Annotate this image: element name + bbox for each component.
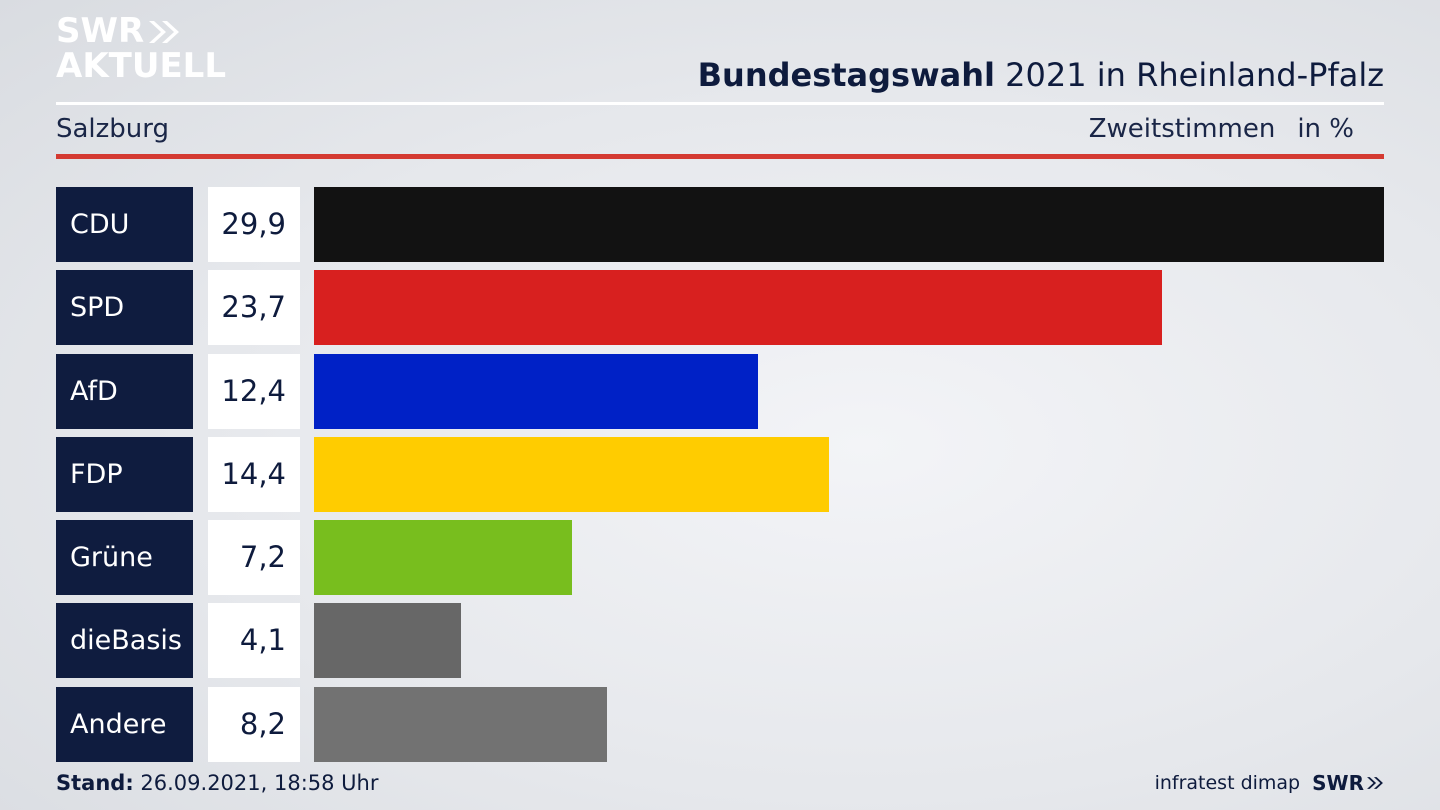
bar	[314, 520, 572, 596]
party-label: Andere	[56, 686, 193, 762]
value-label: 29,9	[208, 187, 300, 262]
metric-name: Zweitstimmen	[1088, 114, 1276, 144]
value-label: 14,4	[208, 436, 300, 512]
party-label: Grüne	[56, 520, 193, 596]
bar-row: SPD 23,7	[56, 270, 1384, 346]
stand-value: 26.09.2021, 18:58 Uhr	[133, 771, 379, 795]
swr-aktuell-logo: SWR AKTUELL	[56, 14, 226, 84]
bar	[314, 270, 1162, 346]
party-label: CDU	[56, 187, 193, 262]
value-label: 12,4	[208, 353, 300, 429]
title-bold: Bundestagswahl	[697, 56, 995, 94]
bar	[314, 436, 829, 512]
bar-row: AfD 12,4	[56, 353, 1384, 429]
party-label: dieBasis	[56, 603, 193, 679]
value-label: 23,7	[208, 270, 300, 346]
bar-row: Grüne 7,2	[56, 520, 1384, 596]
stand-label: Stand:	[56, 771, 134, 795]
bar	[314, 603, 461, 679]
header-divider	[56, 102, 1384, 105]
bar-chart: CDU 29,9 SPD 23,7 AfD 12,4 FDP 14,4 Grüne 7,2 dieB…	[56, 187, 1384, 770]
timestamp: Stand: 26.09.2021, 18:58 Uhr	[56, 771, 379, 795]
party-label: FDP	[56, 436, 193, 512]
logo-aktuell-text: AKTUELL	[56, 46, 227, 86]
value-label: 4,1	[208, 603, 300, 679]
source-label: infratest dimap	[1154, 772, 1301, 794]
unit-label: in %	[1297, 114, 1354, 144]
bar-row: Andere 8,2	[56, 686, 1384, 762]
bar	[314, 686, 607, 762]
swr-brand: SWR	[1312, 771, 1384, 795]
source-credit: infratest dimap SWR	[1155, 771, 1384, 795]
bar-row: dieBasis 4,1	[56, 603, 1384, 679]
page-title: Bundestagswahl 2021 in Rheinland-Pfalz	[698, 56, 1384, 94]
swr-brand-text: SWR	[1312, 771, 1364, 795]
double-chevron-icon	[1367, 777, 1383, 789]
double-chevron-icon	[147, 19, 181, 45]
value-label: 8,2	[208, 686, 300, 762]
title-rest: 2021 in Rheinland-Pfalz	[995, 56, 1384, 94]
region-label: Salzburg	[56, 114, 170, 144]
bar	[314, 353, 758, 429]
value-label: 7,2	[208, 520, 300, 596]
bar-row: FDP 14,4	[56, 436, 1384, 512]
accent-divider	[56, 154, 1384, 159]
bar-row: CDU 29,9	[56, 187, 1384, 262]
metric-label: Zweitstimmen in %	[1089, 114, 1354, 144]
bar	[314, 187, 1384, 262]
logo-swr-text: SWR	[56, 11, 145, 51]
party-label: AfD	[56, 353, 193, 429]
party-label: SPD	[56, 270, 193, 346]
